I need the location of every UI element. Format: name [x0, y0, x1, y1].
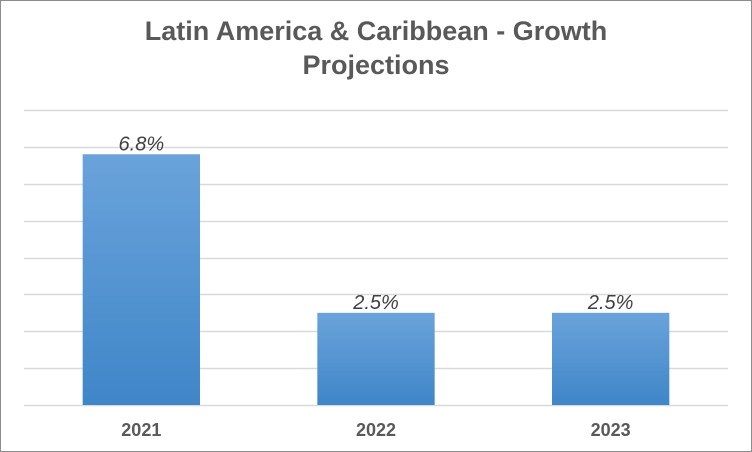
data-label-2023: 2.5%	[587, 292, 634, 314]
x-tick-2023: 2023	[591, 420, 631, 440]
x-tick-2021: 2021	[121, 420, 161, 440]
x-axis-ticks: 2021 2022 2023	[121, 420, 630, 440]
bar-2022	[317, 312, 435, 405]
data-label-2022: 2.5%	[352, 292, 399, 314]
data-label-2021: 6.8%	[119, 133, 165, 155]
bar-2023	[552, 312, 670, 405]
bar-2021	[82, 154, 200, 405]
bars	[82, 154, 670, 405]
data-labels: 6.8% 2.5% 2.5%	[119, 133, 634, 314]
x-tick-2022: 2022	[356, 420, 396, 440]
chart-title: Latin America & Caribbean - Growth Proje…	[0, 14, 752, 82]
chart-title-line-1: Latin America & Caribbean - Growth	[144, 16, 608, 46]
chart-title-line-2: Projections	[302, 50, 450, 80]
